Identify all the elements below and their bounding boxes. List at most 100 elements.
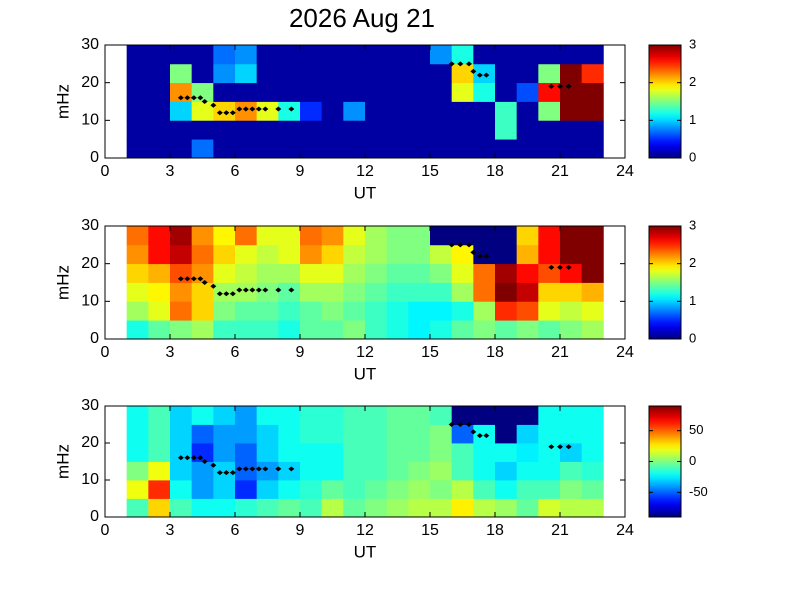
x-axis-label: UT — [354, 183, 377, 202]
heatmap-cell — [148, 282, 171, 302]
colorbar — [648, 44, 682, 159]
heatmap-cell — [560, 498, 583, 518]
heatmap-cell — [516, 406, 539, 425]
heatmap-cell — [191, 101, 214, 121]
heatmap-cell — [191, 301, 214, 321]
heatmap-cell — [235, 480, 258, 499]
heatmap-cell — [408, 226, 431, 246]
heatmap-cell — [495, 101, 518, 121]
heatmap-cell — [386, 282, 409, 302]
heatmap-cell — [343, 263, 366, 283]
heatmap-cell — [148, 263, 171, 283]
heatmap-cell — [386, 320, 409, 340]
trace-point — [201, 459, 208, 464]
heatmap-cell — [430, 101, 453, 121]
heatmap-cell — [581, 498, 604, 518]
heatmap-cell — [581, 406, 604, 425]
heatmap-cell — [538, 263, 561, 283]
heatmap-cell — [408, 101, 431, 121]
heatmap-cell — [170, 63, 193, 84]
trace-point — [448, 61, 455, 67]
x-tick-label: 21 — [551, 344, 569, 361]
trace-point — [557, 444, 563, 450]
heatmap-cell — [430, 320, 453, 340]
heatmap-cell — [148, 320, 171, 340]
heatmap-cell — [343, 406, 366, 425]
heatmap-cell — [386, 45, 409, 65]
heatmap-cell — [408, 498, 431, 518]
heatmap-cell — [538, 443, 561, 462]
heatmap-cell — [235, 226, 258, 246]
heatmap-cell — [365, 406, 388, 425]
heatmap-cell — [256, 461, 279, 481]
heatmap-cell — [495, 461, 518, 481]
heatmap-cell — [560, 120, 583, 140]
heatmap-cell — [365, 461, 388, 481]
x-tick-label: 0 — [101, 522, 110, 539]
heatmap-cell — [451, 461, 474, 481]
heatmap-cell — [451, 263, 474, 283]
heatmap-cell — [170, 139, 193, 159]
heatmap-cell — [126, 101, 149, 121]
trace-point — [483, 72, 490, 78]
heatmap-cell — [235, 244, 258, 265]
trace-point — [548, 264, 555, 270]
heatmap-cell — [256, 282, 279, 302]
heatmap-cell — [473, 63, 496, 84]
heatmap-cell — [495, 480, 518, 499]
y-tick-label: 10 — [81, 471, 99, 488]
heatmap-cell — [126, 139, 149, 159]
heatmap-cell — [343, 226, 366, 246]
heatmap-cell — [191, 244, 214, 265]
heatmap-cell — [256, 301, 279, 321]
heatmap-cell — [213, 120, 236, 140]
heatmap-cell — [473, 406, 496, 425]
heatmap-cell — [473, 263, 496, 283]
heatmap-cell — [516, 443, 539, 462]
heatmap-cell — [278, 120, 301, 140]
heatmap-cell — [256, 263, 279, 283]
heatmap-cell — [256, 443, 279, 462]
heatmap-cell — [386, 244, 409, 265]
heatmap-cell — [408, 139, 431, 159]
heatmap-cell — [170, 282, 193, 302]
heatmap-cell — [581, 282, 604, 302]
heatmap-cell — [386, 139, 409, 159]
heatmap-cell — [581, 301, 604, 321]
heatmap-cell — [126, 301, 149, 321]
colorbar — [648, 225, 682, 340]
trace-point — [548, 444, 555, 450]
heatmap-cell — [213, 263, 236, 283]
heatmap-cell — [126, 480, 149, 499]
heatmap-cell — [560, 301, 583, 321]
heatmap-cell — [213, 139, 236, 159]
y-tick-label: 0 — [90, 508, 99, 525]
trace-point — [470, 429, 477, 435]
trace-point — [201, 99, 208, 104]
heatmap-cell — [191, 282, 214, 302]
heatmap-cell — [300, 82, 323, 102]
trace-point — [466, 422, 472, 427]
heatmap-cell — [473, 101, 496, 121]
y-tick-label: 30 — [81, 397, 99, 414]
heatmap-cell — [516, 301, 539, 321]
trace-point — [190, 455, 197, 461]
heatmap-cell — [126, 443, 149, 462]
heatmap-cell — [451, 120, 474, 140]
heatmap-cell — [126, 406, 149, 425]
heatmap-cell — [451, 226, 474, 246]
colorbar — [648, 405, 682, 518]
heatmap-cell — [408, 45, 431, 65]
heatmap-cell — [473, 244, 496, 265]
heatmap-cell — [148, 301, 171, 321]
heatmap-cell — [365, 498, 388, 518]
heatmap-cell — [365, 263, 388, 283]
colorbar-tick-label: 2 — [689, 74, 696, 89]
heatmap-cell — [148, 63, 171, 84]
heatmap-cell — [495, 45, 518, 65]
heatmap-cell — [170, 226, 193, 246]
heatmap-cell — [408, 282, 431, 302]
heatmap-cell — [300, 244, 323, 265]
heatmap-cell — [170, 406, 193, 425]
heatmap-cell — [126, 244, 149, 265]
